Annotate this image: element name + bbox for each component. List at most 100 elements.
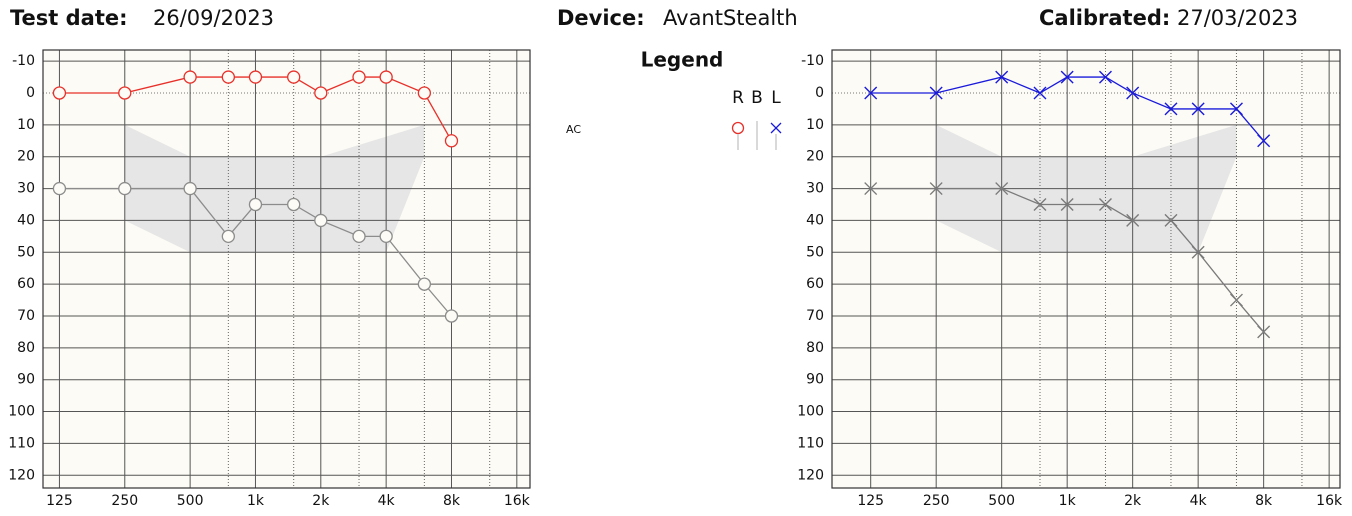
marker bbox=[444, 134, 459, 148]
marker bbox=[287, 197, 301, 212]
marker bbox=[995, 70, 1009, 84]
marker bbox=[1191, 245, 1205, 259]
marker bbox=[52, 181, 67, 196]
marker bbox=[1126, 213, 1140, 227]
marker bbox=[221, 70, 235, 84]
marker bbox=[1164, 213, 1178, 227]
y-tick-label: 110 bbox=[797, 435, 824, 451]
marker bbox=[995, 182, 1009, 196]
calibrated-label: Calibrated: bbox=[1039, 6, 1170, 30]
x-tick-label: 1k bbox=[1059, 493, 1077, 509]
x-tick-label: 4k bbox=[1190, 493, 1208, 509]
marker bbox=[352, 229, 366, 243]
legend-symbol bbox=[731, 121, 745, 135]
x-tick-label: 500 bbox=[988, 493, 1015, 509]
y-tick-label: 80 bbox=[806, 340, 824, 356]
x-tick-label: 4k bbox=[378, 493, 396, 509]
y-tick-label: 60 bbox=[806, 276, 824, 292]
marker bbox=[379, 229, 393, 243]
marker bbox=[52, 86, 67, 100]
y-tick-label: 90 bbox=[806, 372, 824, 388]
marker bbox=[314, 213, 328, 228]
y-tick-label: 20 bbox=[17, 149, 35, 165]
legend-column: R bbox=[732, 88, 744, 108]
marker bbox=[118, 181, 132, 196]
y-tick-label: 30 bbox=[806, 181, 824, 197]
marker bbox=[1191, 102, 1205, 116]
legend-title: Legend bbox=[641, 48, 724, 72]
marker bbox=[248, 70, 263, 84]
legend-column: L bbox=[771, 88, 781, 108]
x-tick-label: 8k bbox=[443, 493, 461, 509]
marker bbox=[1257, 325, 1271, 339]
marker bbox=[183, 181, 197, 196]
marker bbox=[352, 70, 366, 84]
y-tick-label: 40 bbox=[806, 212, 824, 228]
marker bbox=[183, 70, 197, 84]
x-tick-label: 1k bbox=[247, 493, 265, 509]
x-tick-label: 8k bbox=[1255, 493, 1273, 509]
plot-border bbox=[831, 49, 1341, 489]
y-tick-label: 50 bbox=[806, 244, 824, 260]
y-tick-label: 50 bbox=[17, 244, 35, 260]
marker bbox=[1229, 102, 1243, 116]
x-tick-label: 2k bbox=[1124, 493, 1142, 509]
y-tick-label: 100 bbox=[8, 404, 35, 420]
y-tick-label: 10 bbox=[17, 117, 35, 133]
marker bbox=[1033, 198, 1047, 211]
marker bbox=[1098, 70, 1112, 84]
marker bbox=[1229, 293, 1243, 307]
calibrated: 27/03/2023 bbox=[1177, 6, 1298, 30]
marker bbox=[221, 229, 235, 243]
y-tick-label: -10 bbox=[12, 53, 35, 69]
marker bbox=[118, 86, 132, 100]
marker bbox=[444, 309, 459, 323]
x-tick-label: 250 bbox=[923, 493, 950, 509]
marker bbox=[1126, 86, 1140, 100]
x-tick-label: 125 bbox=[857, 493, 884, 509]
y-tick-label: 60 bbox=[17, 276, 35, 292]
y-tick-label: 90 bbox=[17, 372, 35, 388]
x-tick-label: 16k bbox=[504, 493, 531, 509]
y-tick-label: 10 bbox=[806, 117, 824, 133]
y-tick-label: 40 bbox=[17, 212, 35, 228]
legend-row: AC bbox=[566, 123, 581, 136]
y-tick-label: 70 bbox=[806, 308, 824, 324]
marker bbox=[248, 197, 263, 212]
y-tick-label: 70 bbox=[17, 308, 35, 324]
marker bbox=[314, 86, 328, 100]
marker bbox=[864, 86, 878, 100]
device-label: Device: bbox=[557, 6, 645, 30]
y-tick-label: 30 bbox=[17, 181, 35, 197]
plot-background bbox=[43, 50, 530, 488]
y-tick-label: 0 bbox=[26, 85, 35, 101]
legend-symbol bbox=[770, 122, 782, 134]
y-tick-label: 110 bbox=[8, 435, 35, 451]
plot-background bbox=[832, 50, 1340, 488]
x-tick-label: 125 bbox=[46, 493, 73, 509]
marker bbox=[864, 182, 878, 196]
y-tick-label: 0 bbox=[815, 85, 824, 101]
marker bbox=[1257, 134, 1271, 148]
y-tick-label: 100 bbox=[797, 404, 824, 420]
marker bbox=[1098, 198, 1112, 211]
marker bbox=[929, 182, 943, 196]
y-tick-label: 120 bbox=[8, 467, 35, 483]
marker bbox=[287, 70, 301, 84]
legend-column: B bbox=[751, 88, 763, 108]
test-date-label: Test date: bbox=[10, 6, 128, 30]
y-tick-label: -10 bbox=[801, 53, 824, 69]
x-tick-label: 250 bbox=[111, 493, 138, 509]
marker bbox=[1060, 198, 1074, 211]
marker bbox=[379, 70, 393, 84]
y-tick-label: 80 bbox=[17, 340, 35, 356]
device: AvantStealth bbox=[663, 6, 798, 30]
marker bbox=[417, 86, 432, 100]
y-tick-label: 20 bbox=[806, 149, 824, 165]
x-tick-label: 2k bbox=[312, 493, 330, 509]
marker bbox=[929, 86, 943, 100]
x-tick-label: 16k bbox=[1316, 493, 1343, 509]
marker bbox=[417, 277, 432, 291]
